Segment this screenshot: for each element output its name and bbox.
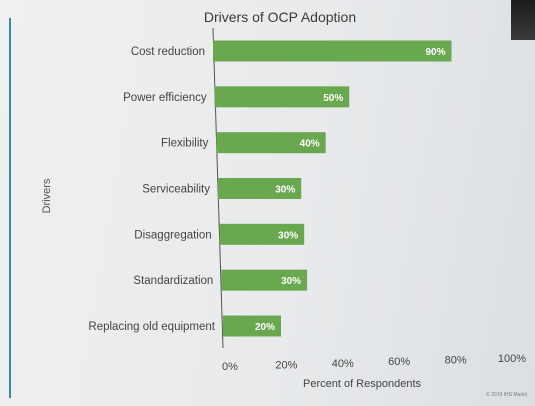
category-label-3: Serviceability <box>142 184 210 196</box>
copyright-notice: © 2019 IHS Markit <box>486 392 527 398</box>
slide-left-rule <box>9 18 11 398</box>
x-tick-label-5: 100% <box>498 353 526 365</box>
bar-1 <box>214 86 350 108</box>
bar-value-label-4: 30% <box>278 230 298 241</box>
category-label-4: Disaggregation <box>134 229 211 241</box>
bar-value-label-1: 50% <box>323 93 343 104</box>
bar-4 <box>219 223 305 245</box>
y-axis-title: Drivers <box>41 178 53 213</box>
category-label-2: Flexibility <box>161 138 209 150</box>
bar-value-label-0: 90% <box>425 47 445 58</box>
x-tick-label-1: 20% <box>275 359 297 371</box>
chart-title: Drivers of OCP Adoption <box>204 9 356 25</box>
category-label-6: Replacing old equipment <box>88 321 215 333</box>
category-label-0: Cost reduction <box>131 46 205 58</box>
bar-3 <box>218 178 302 199</box>
bar-6 <box>223 315 281 337</box>
x-tick-label-3: 60% <box>388 356 410 368</box>
bar-value-label-5: 30% <box>281 276 301 287</box>
bar-value-label-3: 30% <box>275 185 295 196</box>
category-label-1: Power efficiency <box>123 92 207 104</box>
x-axis-title: Percent of Respondents <box>303 378 422 390</box>
bar-0 <box>213 40 452 62</box>
x-tick-label-0: 0% <box>222 361 238 373</box>
bar-5 <box>221 269 308 291</box>
slide-corner-shadow <box>511 0 535 40</box>
bar-2 <box>216 132 326 154</box>
bar-value-label-6: 20% <box>255 322 275 333</box>
x-tick-label-4: 80% <box>445 355 467 367</box>
bar-value-label-2: 40% <box>300 139 320 150</box>
category-label-5: Standardization <box>133 275 213 287</box>
x-tick-label-2: 40% <box>332 358 354 370</box>
